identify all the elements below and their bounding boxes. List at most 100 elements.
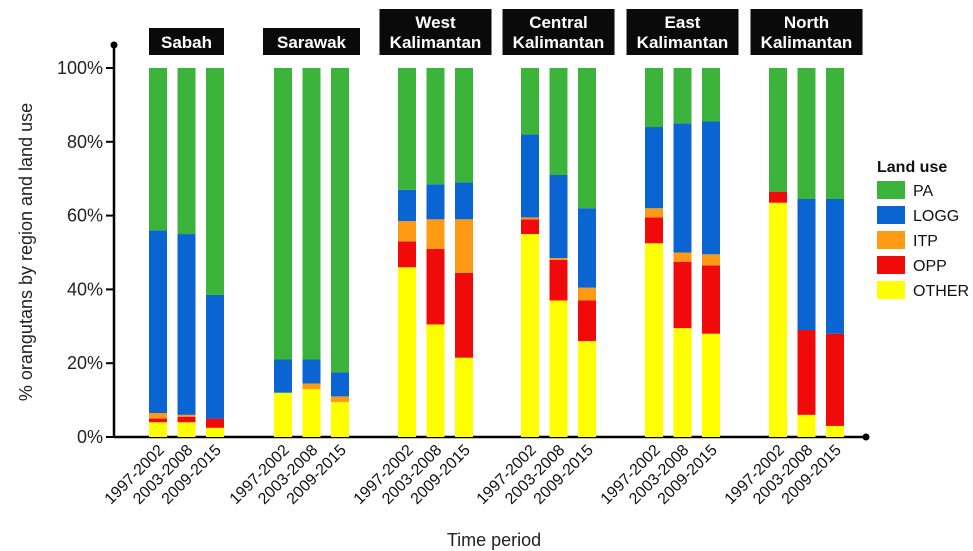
y-axis-title: % orangutans by region and land use <box>16 103 36 401</box>
bar-segment-pa <box>149 68 167 231</box>
bar-segment-opp <box>398 241 416 268</box>
bar-segment-other <box>398 267 416 437</box>
bar-segment-other <box>455 357 473 437</box>
bar-segment-opp <box>769 191 787 203</box>
y-tick-label: 40% <box>67 279 103 299</box>
bar-segment-other <box>769 202 787 437</box>
bar-segment-other <box>426 324 445 437</box>
legend-label: ITP <box>913 233 938 250</box>
bar-segment-opp <box>549 259 568 301</box>
bar-segment-other <box>797 414 816 437</box>
bar-segment-opp <box>797 329 816 415</box>
bar-segment-pa <box>274 68 292 360</box>
legend-swatch <box>877 281 905 299</box>
x-axis-title: Time period <box>447 530 541 550</box>
legend-label: OPP <box>913 258 947 275</box>
bar-segment-opp <box>702 265 720 334</box>
bar-segment-opp <box>455 272 473 358</box>
legend: Land use PA LOGG ITP OPP OTHER <box>877 159 969 300</box>
y-tick-label: 0% <box>77 427 103 447</box>
bar-segment-pa <box>521 68 539 135</box>
bar-segment-logg <box>645 127 663 209</box>
bar-segment-other <box>645 243 663 437</box>
bar-segment-itp <box>673 252 692 262</box>
bar-segment-logg <box>426 184 445 220</box>
x-axis-end-dot <box>862 433 870 441</box>
panel-title: Kalimantan <box>761 33 853 52</box>
y-axis: 0% 20% 40% 60% 80% 100% <box>57 41 870 447</box>
y-axis-end-dot <box>110 41 118 49</box>
bar-segment-logg <box>797 198 816 330</box>
panel-title: Sarawak <box>277 33 347 52</box>
bar-segment-itp <box>398 221 416 242</box>
bar-segment-opp <box>426 248 445 325</box>
bars <box>149 68 844 437</box>
bar-segment-logg <box>826 198 844 334</box>
bar-segment-opp <box>206 418 224 428</box>
bar-segment-other <box>331 401 349 437</box>
bar-segment-pa <box>702 68 720 122</box>
bar-segment-itp <box>549 258 568 260</box>
bar-segment-other <box>673 328 692 437</box>
bar-segment-opp <box>177 416 196 423</box>
bar-segment-other <box>206 427 224 437</box>
bar-segment-opp <box>673 261 692 329</box>
panel-title-box <box>149 28 224 55</box>
y-tick-label: 20% <box>67 353 103 373</box>
bar-segment-itp <box>426 219 445 249</box>
legend-swatch <box>877 206 905 224</box>
legend-label: OTHER <box>913 283 969 300</box>
y-tick-label: 80% <box>67 132 103 152</box>
bar-segment-itp <box>455 219 473 273</box>
bar-segment-logg <box>302 359 321 384</box>
bar-segment-opp <box>521 219 539 235</box>
bar-segment-opp <box>645 217 663 244</box>
bar-segment-itp <box>302 383 321 390</box>
panel-title: Kalimantan <box>390 33 482 52</box>
panel-title: Kalimantan <box>513 33 605 52</box>
bar-segment-pa <box>331 68 349 373</box>
bar-segment-logg <box>149 230 167 414</box>
bar-segment-itp <box>645 208 663 218</box>
bar-segment-other <box>702 333 720 437</box>
bar-segment-logg <box>673 123 692 253</box>
y-tick-label: 60% <box>67 206 103 226</box>
bar-segment-itp <box>521 217 539 220</box>
bar-segment-logg <box>177 234 196 415</box>
panel-title: Central <box>529 13 588 32</box>
bar-segment-other <box>578 341 596 437</box>
bar-segment-opp <box>149 418 167 423</box>
bar-segment-logg <box>455 182 473 220</box>
panel-title: West <box>415 13 456 32</box>
panel-title-box <box>750 9 863 55</box>
bar-segment-pa <box>578 68 596 209</box>
bar-segment-itp <box>702 254 720 266</box>
legend-swatch <box>877 231 905 249</box>
bar-segment-pa <box>177 68 196 235</box>
panel-title-box <box>263 28 360 55</box>
bar-segment-pa <box>645 68 663 128</box>
bar-segment-other <box>521 234 539 437</box>
legend-label: LOGG <box>913 208 959 225</box>
bar-segment-other <box>274 392 292 437</box>
bar-segment-pa <box>797 68 816 199</box>
bar-segment-pa <box>549 68 568 176</box>
bar-segment-itp <box>578 287 596 301</box>
bar-segment-other <box>177 422 196 437</box>
bar-segment-logg <box>331 372 349 397</box>
bar-segment-pa <box>826 68 844 199</box>
y-tick-label: 100% <box>57 58 103 78</box>
panel-title: North <box>784 13 829 32</box>
bar-segment-logg <box>398 189 416 222</box>
bar-segment-pa <box>398 68 416 190</box>
bar-segment-pa <box>302 68 321 360</box>
panel-title-box <box>626 9 739 55</box>
legend-swatch <box>877 181 905 199</box>
bar-segment-itp <box>149 413 167 419</box>
bar-segment-pa <box>426 68 445 185</box>
panel-title: Kalimantan <box>637 33 729 52</box>
panel-title: East <box>665 13 701 32</box>
bar-segment-logg <box>702 121 720 255</box>
legend-title: Land use <box>877 159 947 176</box>
